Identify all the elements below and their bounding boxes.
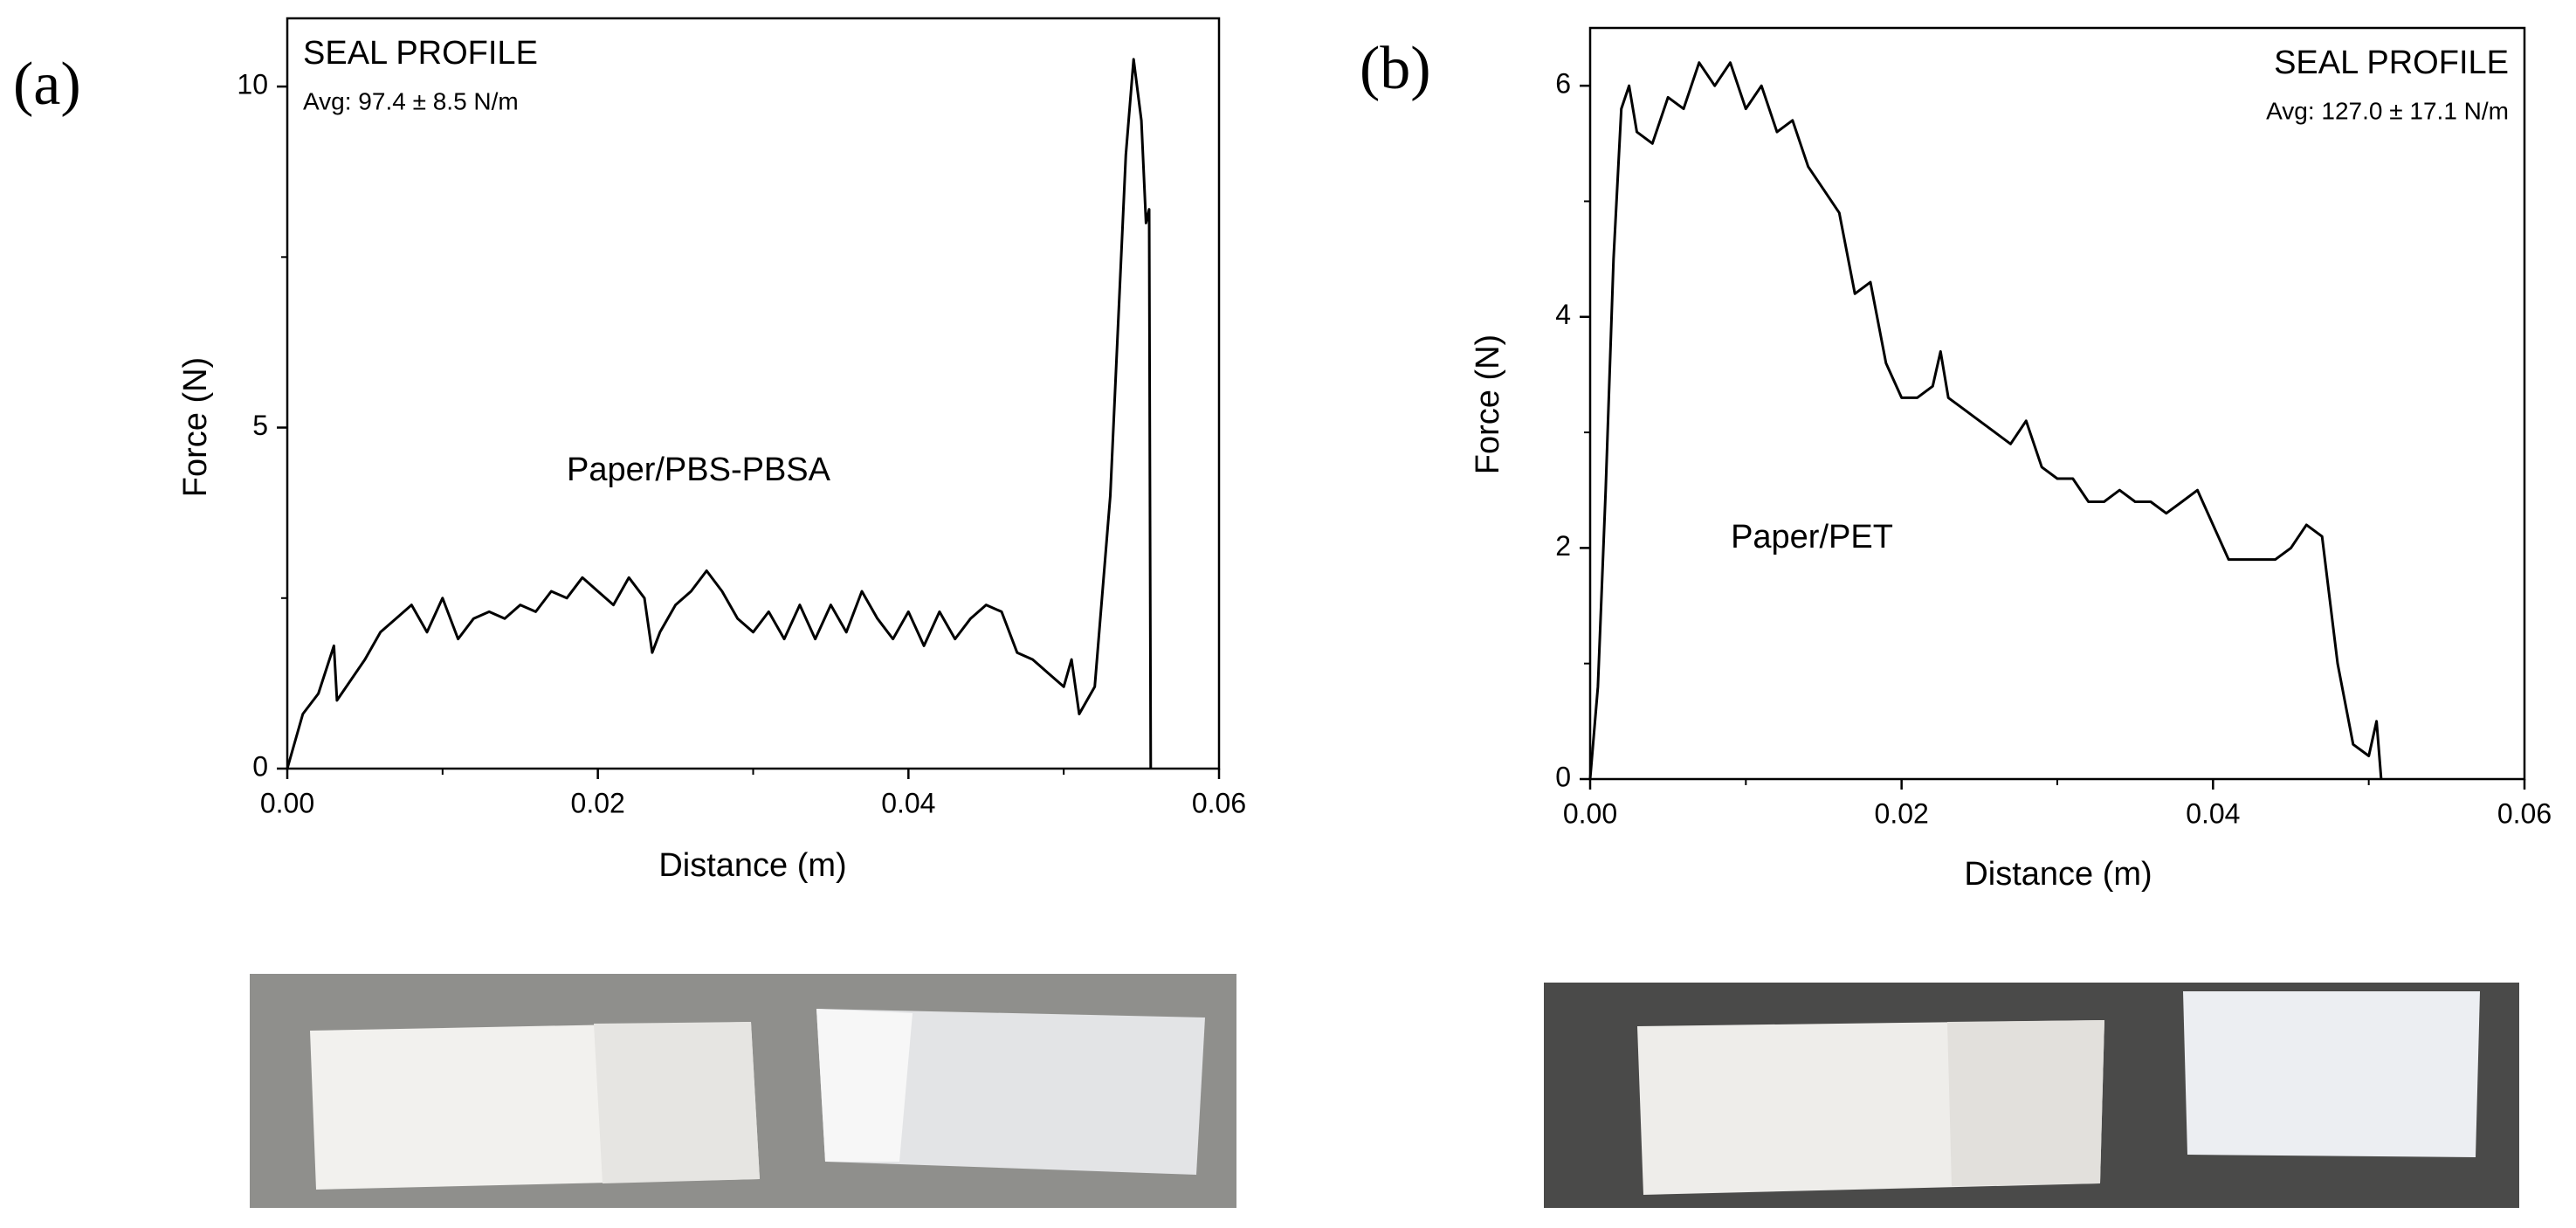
- photo-b: [1544, 983, 2519, 1208]
- x-tick-label: 0.00: [260, 787, 314, 818]
- panel-label: (a): [13, 51, 81, 118]
- y-tick-label: 10: [237, 69, 268, 100]
- x-tick-label: 0.02: [571, 787, 625, 818]
- y-tick-label: 4: [1555, 299, 1571, 330]
- data-line: [286, 58, 1153, 769]
- x-axis-label: Distance (m): [658, 847, 846, 884]
- chart-subtitle: Avg: 97.4 ± 8.5 N/m: [303, 87, 519, 114]
- x-tick-label: 0.06: [1192, 787, 1246, 818]
- data-line: [1588, 61, 2383, 780]
- y-tick-label: 6: [1555, 68, 1571, 100]
- y-axis-label: Force (N): [177, 357, 214, 497]
- x-tick-label: 0.00: [1563, 797, 1617, 829]
- x-tick-label: 0.06: [2497, 797, 2552, 829]
- chart-title: SEAL PROFILE: [2274, 45, 2509, 81]
- x-tick-label: 0.04: [881, 787, 935, 818]
- plot-frame: [1588, 26, 2526, 781]
- photo-a: [250, 974, 1236, 1208]
- x-tick-label: 0.02: [1875, 797, 1929, 829]
- y-tick-label: 5: [252, 410, 268, 441]
- chart-title: SEAL PROFILE: [303, 35, 538, 72]
- panel-label: (b): [1360, 35, 1431, 102]
- plot-frame: [286, 17, 1221, 770]
- x-axis-label: Distance (m): [1964, 856, 2152, 893]
- y-tick-label: 2: [1555, 530, 1571, 562]
- annotation: Paper/PET: [1731, 519, 1893, 555]
- y-axis-label: Force (N): [1470, 335, 1506, 474]
- x-tick-label: 0.04: [2186, 797, 2240, 829]
- annotation: Paper/PBS-PBSA: [567, 452, 831, 488]
- y-tick-label: 0: [252, 750, 268, 782]
- chart-subtitle: Avg: 127.0 ± 17.1 N/m: [2266, 97, 2509, 124]
- y-tick-label: 0: [1555, 761, 1571, 792]
